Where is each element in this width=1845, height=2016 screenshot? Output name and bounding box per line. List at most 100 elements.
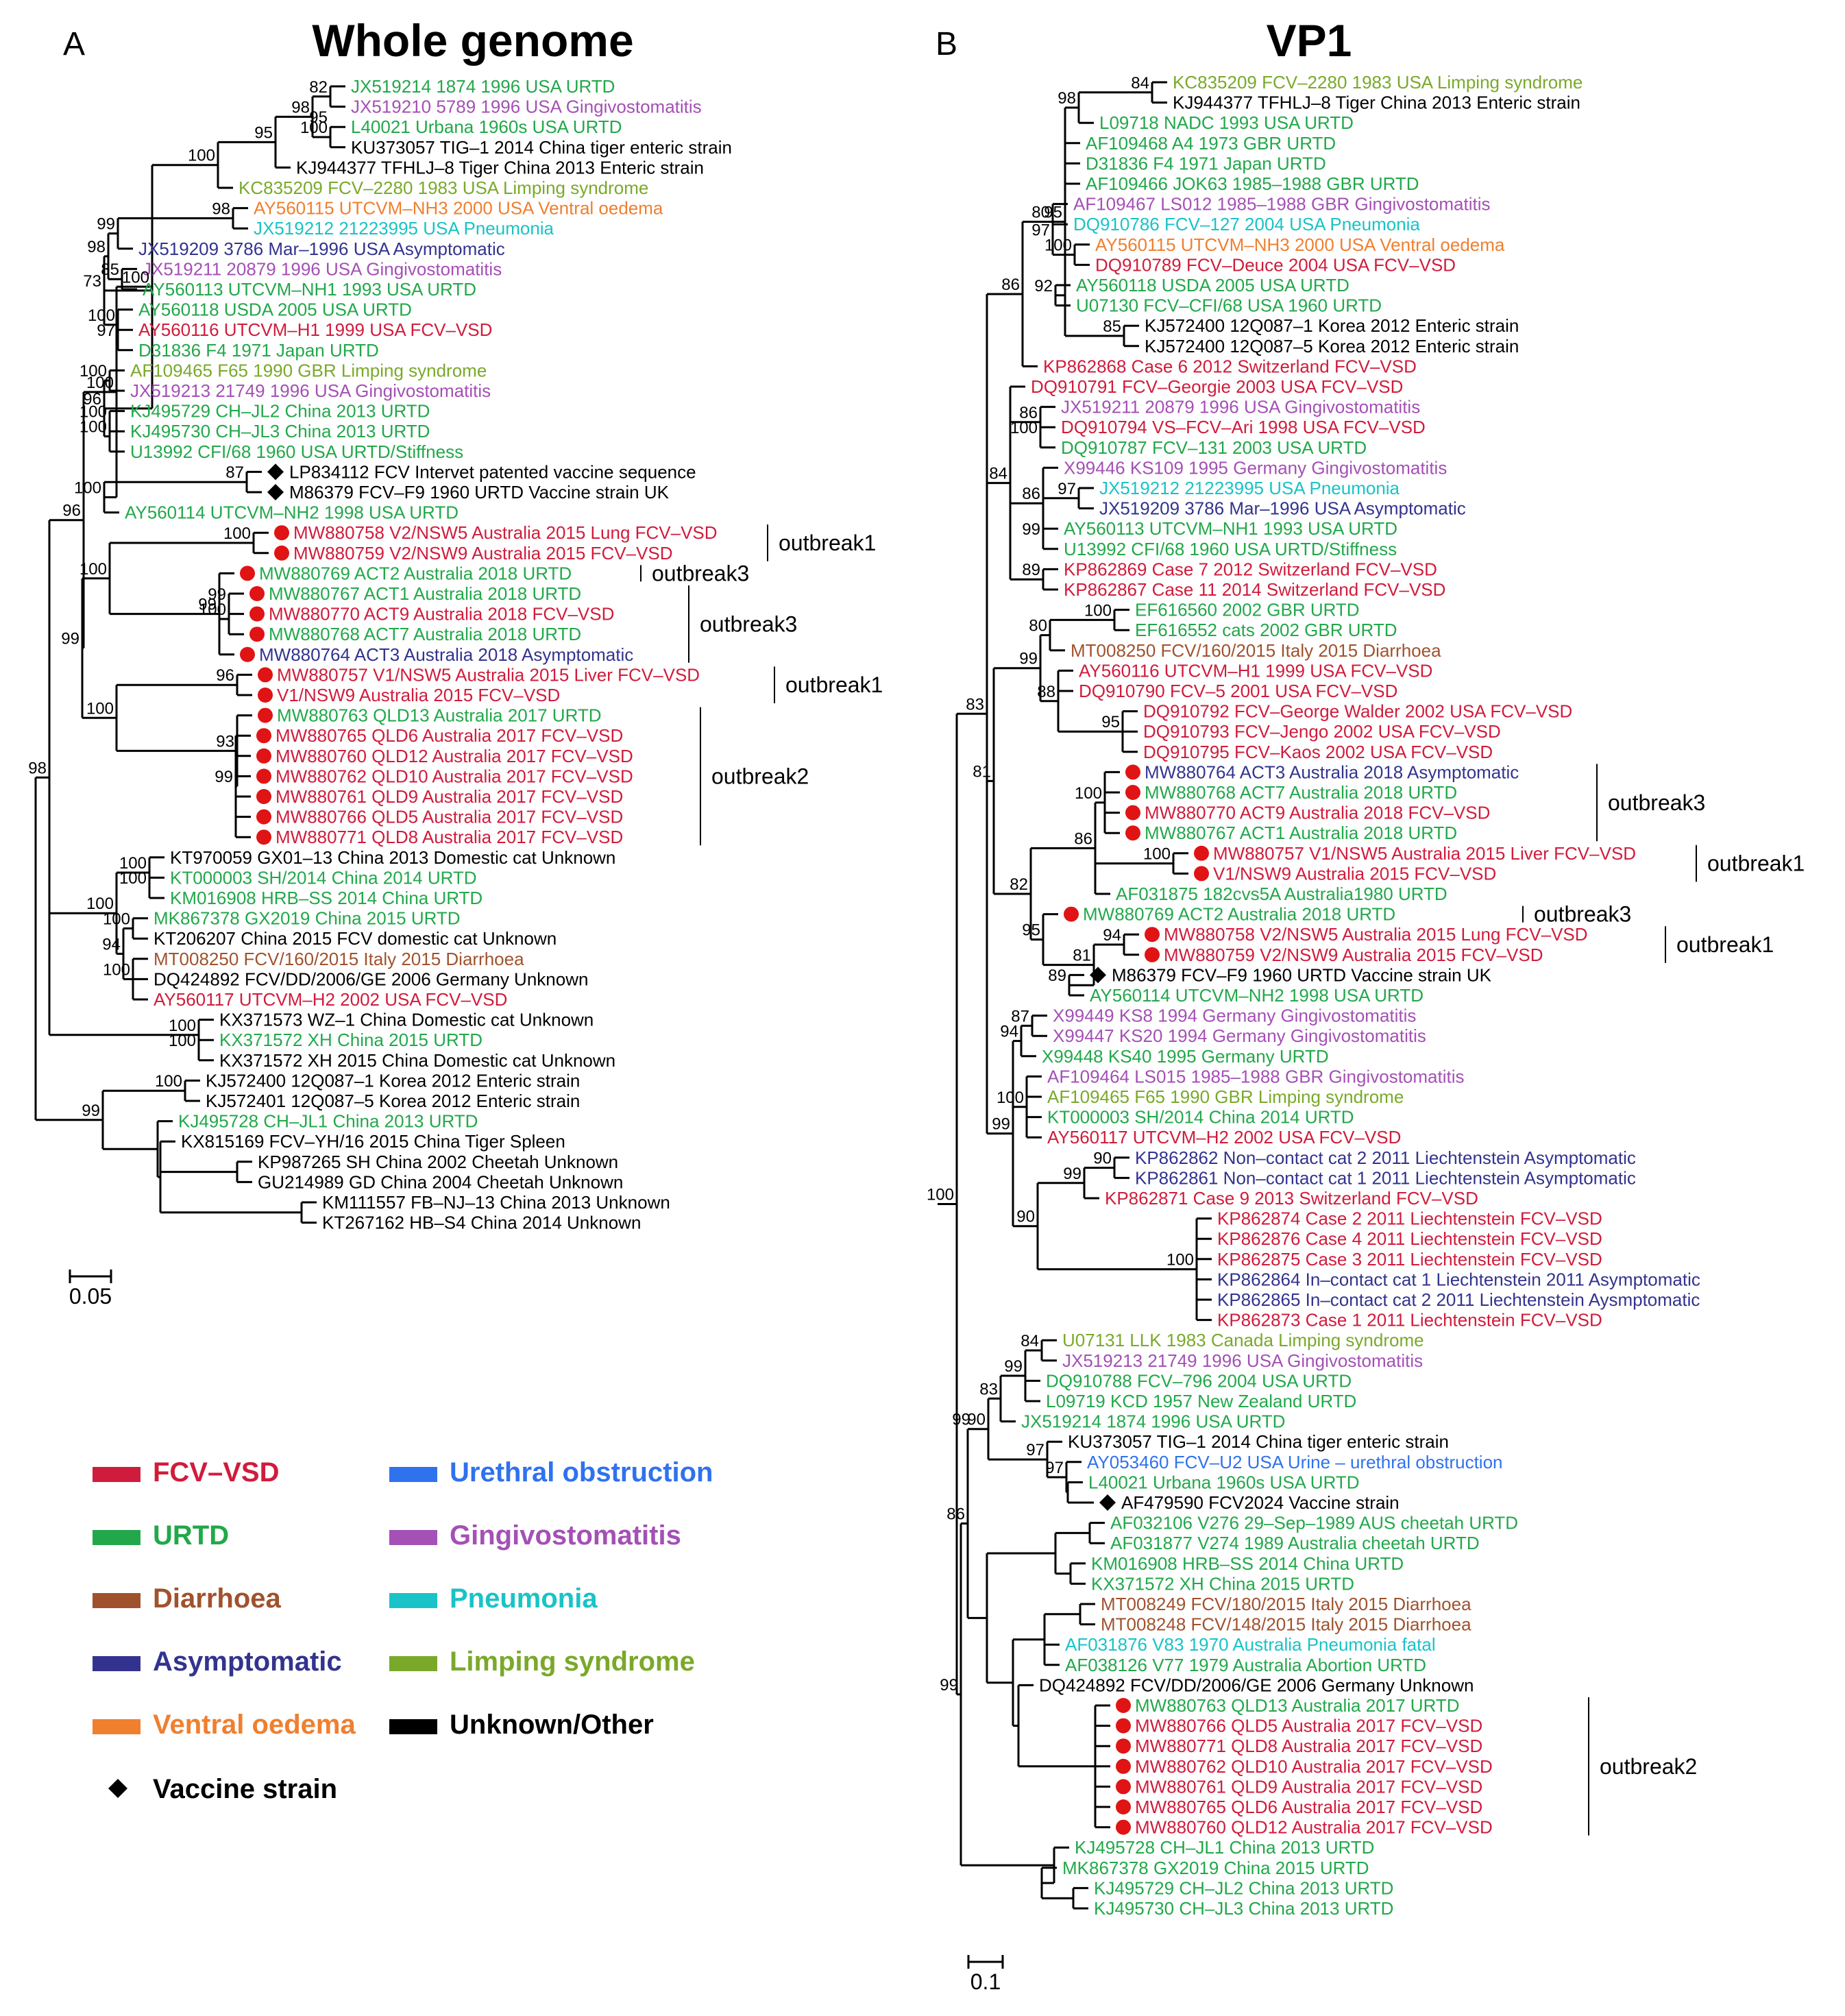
tree-a-leaf-label: GU214989 GD China 2004 Cheetah Unknown (258, 1171, 623, 1192)
tree-b-outbreak-marker (1116, 1779, 1131, 1795)
tree-b-outbreak-marker (1145, 927, 1160, 943)
tree-a-support-value: 100 (80, 418, 107, 437)
tree-b-leaf-label: DQ910792 FCV–George Walder 2002 USA FCV–… (1143, 701, 1572, 722)
tree-a-leaf-label: KM016908 HRB–SS 2014 China URTD (170, 888, 482, 908)
tree-b-leaf-label: KJ572400 12Q087–5 Korea 2012 Enteric str… (1145, 336, 1519, 356)
tree-a-outbreak-marker (256, 809, 271, 825)
tree-b-leaf-label: V1/NSW9 Australia 2015 FCV–VSD (1213, 863, 1496, 884)
tree-b-leaf-label: KT000003 SH/2014 China 2014 URTD (1047, 1107, 1354, 1128)
legend-swatch (93, 1530, 140, 1545)
legend-swatch (389, 1530, 437, 1545)
tree-b-leaf-label: MT008248 FCV/148/2015 Italy 2015 Diarrho… (1101, 1614, 1471, 1635)
tree-a-leaf-label: KX371572 XH China 2015 URTD (219, 1030, 482, 1050)
tree-a-leaf-label: MK867378 GX2019 China 2015 URTD (154, 908, 461, 929)
scale-bar-b: 0.1 (967, 1955, 1004, 1994)
tree-b-outbreak-marker (1194, 845, 1209, 861)
tree-b-leaf-label: KP862873 Case 1 2011 Liechtenstein FCV–V… (1217, 1310, 1602, 1331)
tree-b-leaf-label: MW880757 V1/NSW5 Australia 2015 Liver FC… (1213, 843, 1636, 864)
tree-a-leaf-label: MW880758 V2/NSW5 Australia 2015 Lung FCV… (293, 522, 718, 543)
tree-b-leaf-label: MW880759 V2/NSW9 Australia 2015 FCV–VSD (1164, 945, 1543, 965)
tree-b-leaf-label: KJ495730 CH–JL3 China 2013 URTD (1094, 1898, 1393, 1919)
scale-bar-a: 0.05 (69, 1270, 112, 1309)
tree-a-support-value: 98 (291, 98, 310, 117)
tree-b-support-value: 85 (1103, 317, 1121, 336)
tree-b-outbreak-marker (1125, 785, 1140, 800)
tree-a-leaf-label: MW880765 QLD6 Australia 2017 FCV–VSD (276, 725, 623, 746)
tree-b-leaf-label: DQ910790 FCV–5 2001 USA FCV–VSD (1079, 681, 1397, 701)
tree-a-leaf-label: AY560118 USDA 2005 USA URTD (138, 300, 412, 320)
tree-b-leaf-label: DQ910788 FCV–796 2004 USA URTD (1046, 1370, 1352, 1391)
tree-b-support-value: 99 (1022, 520, 1040, 539)
tree-b-support-value: 100 (1166, 1251, 1194, 1270)
tree-b-leaf-label: MW880760 QLD12 Australia 2017 FCV–VSD (1135, 1817, 1493, 1838)
tree-b-leaf-label: KP862875 Case 3 2011 Liechtenstein FCV–V… (1217, 1249, 1602, 1270)
tree-a-leaf-label: JX519211 20879 1996 USA Gingivostomatiti… (143, 258, 502, 279)
legend-swatch (389, 1593, 437, 1608)
tree-b-leaf-label: L40021 Urbana 1960s USA URTD (1088, 1472, 1360, 1492)
tree-b-outbreak-label: outbreak1 (1707, 851, 1805, 876)
tree-b-outbreak-marker (1116, 1758, 1131, 1774)
tree-a-leaf-label: KJ944377 TFHLJ–8 Tiger China 2013 Enteri… (296, 157, 704, 178)
tree-a-leaf-label: MW880766 QLD5 Australia 2017 FCV–VSD (276, 807, 623, 827)
tree-b-support-value: 100 (1084, 601, 1112, 620)
tree-b-outbreak-marker (1116, 1698, 1131, 1713)
legend-label: Diarrhoea (153, 1583, 281, 1614)
tree-a-leaf-label: AY560117 UTCVM–H2 2002 USA FCV–VSD (154, 989, 507, 1010)
tree-b-leaf-label: KX371572 XH China 2015 URTD (1091, 1573, 1354, 1594)
tree-a-support-value: 82 (309, 78, 328, 97)
tree-b-support-value: 95 (1022, 921, 1040, 940)
tree-b-leaf-label: AY560115 UTCVM–NH3 2000 USA Ventral oede… (1095, 234, 1505, 255)
tree-a-leaf-label: DQ424892 FCV/DD/2006/GE 2006 Germany Unk… (154, 969, 588, 989)
tree-b-leaf-label: AF031875 182cvs5A Australia1980 URTD (1116, 884, 1447, 904)
tree-b-leaf-label: DQ910794 VS–FCV–Ari 1998 USA FCV–VSD (1061, 417, 1426, 437)
tree-b-leaf-label: KC835209 FCV–2280 1983 USA Limping syndr… (1173, 72, 1583, 93)
tree-b-support-value: 81 (1073, 947, 1091, 965)
tree-a-support-value: 96 (62, 502, 81, 520)
tree-b-vaccine-marker (1099, 1494, 1116, 1511)
tree-b-leaf-label: MW880761 QLD9 Australia 2017 FCV–VSD (1135, 1776, 1482, 1797)
tree-a-outbreak-marker (240, 646, 255, 662)
tree-a-leaf-label: JX519210 5789 1996 USA Gingivostomatitis (351, 97, 702, 117)
tree-a-leaf-label: KT970059 GX01–13 China 2013 Domestic cat… (170, 847, 615, 868)
tree-b-leaf-label: KP862869 Case 7 2012 Switzerland FCV–VSD (1064, 559, 1437, 579)
tree-a-leaf-label: MW880767 ACT1 Australia 2018 URTD (269, 583, 581, 604)
tree-b-leaf-label: MW880765 QLD6 Australia 2017 FCV–VSD (1135, 1797, 1482, 1817)
tree-b-support-value: 90 (967, 1411, 986, 1429)
tree-a-support-value: 93 (216, 732, 234, 751)
tree-b-leaf-label: L09719 KCD 1957 New Zealand URTD (1046, 1391, 1356, 1411)
tree-b-leaf-label: X99447 KS20 1994 Germany Gingivostomatit… (1053, 1025, 1426, 1046)
tree-b-outbreak-label: outbreak3 (1608, 790, 1705, 815)
tree-a-leaf-label: AY560116 UTCVM–H1 1999 USA FCV–VSD (138, 319, 492, 340)
tree-a-outbreak-marker (258, 688, 273, 703)
tree-a-support-value: 96 (216, 666, 234, 685)
tree-a-outbreak-label: outbreak1 (779, 531, 876, 555)
panel-a-letter: A (63, 26, 85, 62)
legend-vaccine-label: Vaccine strain (153, 1774, 337, 1804)
legend-swatch (389, 1719, 437, 1734)
tree-a-outbreak-marker (258, 667, 273, 683)
tree-b-support-value: 86 (1019, 404, 1038, 422)
tree-b-support-value: 100 (1044, 236, 1072, 255)
tree-a-support-value: 99 (97, 215, 115, 234)
tree-a-leaf-label: M86379 FCV–F9 1960 URTD Vaccine strain U… (289, 482, 670, 502)
tree-a-support-value: 100 (86, 374, 114, 392)
tree-b-outbreak-marker (1194, 866, 1209, 882)
tree-a-leaf-label: KJ572401 12Q087–5 Korea 2012 Enteric str… (206, 1091, 580, 1111)
tree-a-support-value: 98 (28, 759, 47, 777)
tree-b-support-value: 92 (1034, 277, 1053, 295)
tree-b-leaf-label: KJ944377 TFHLJ–8 Tiger China 2013 Enteri… (1173, 93, 1580, 113)
tree-a-support-value: 100 (119, 854, 147, 873)
tree-b-support-value: 90 (1093, 1150, 1112, 1168)
tree-a-leaf-label: MW880770 ACT9 Australia 2018 FCV–VSD (269, 604, 614, 624)
tree-b-support-value: 100 (997, 1089, 1024, 1107)
tree-a-support-value: 87 (225, 463, 244, 482)
tree-b-outbreak-marker (1116, 1819, 1131, 1835)
tree-b-support-value: 95 (1044, 204, 1062, 222)
tree-b-support-value: 97 (1058, 480, 1076, 498)
tree-b-support-value: 83 (979, 1380, 998, 1398)
tree-b-leaf-label: DQ910789 FCV–Deuce 2004 USA FCV–VSD (1095, 254, 1456, 275)
tree-a-leaf-label: KP987265 SH China 2002 Cheetah Unknown (258, 1152, 618, 1172)
tree-b-leaf-label: DQ910793 FCV–Jengo 2002 USA FCV–VSD (1143, 721, 1501, 742)
